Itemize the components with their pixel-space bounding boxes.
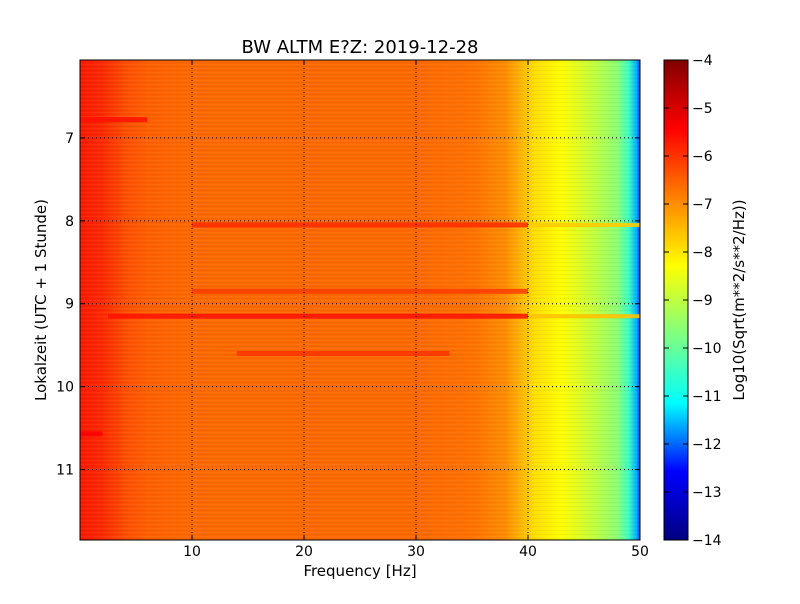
colorbar-tick-label: −8 — [692, 245, 713, 261]
plot-frame — [79, 59, 641, 541]
y-tick-label: 9 — [65, 297, 74, 313]
colorbar-tick-label: −14 — [692, 533, 722, 549]
colorbar-tick-label: −7 — [692, 197, 713, 213]
colorbar-ticks: −4 −5 −6 −7 −8 −9 −10 −11 −12 −13 −14 — [664, 53, 722, 549]
chart-title: BW ALTM E?Z: 2019-12-28 — [242, 37, 479, 58]
y-tick-label: 11 — [56, 463, 74, 479]
colorbar-tick-label: −5 — [692, 101, 713, 117]
colorbar-tick-label: −9 — [692, 293, 713, 309]
spectral-band-3 — [192, 288, 528, 294]
colorbar-tick-label: −12 — [692, 437, 722, 453]
colorbar-tick-label: −10 — [692, 341, 722, 357]
x-axis-label: Frequency [Hz] — [303, 562, 416, 580]
plot-area — [80, 60, 640, 540]
colorbar-tick-label: −13 — [692, 485, 722, 501]
colorbar-tick-label: −6 — [692, 149, 713, 165]
x-tick-label: 40 — [519, 544, 537, 560]
spectral-band-1 — [192, 222, 528, 228]
x-axis-ticks: 10 20 30 40 50 — [183, 60, 649, 560]
x-tick-label: 30 — [407, 544, 425, 560]
spectral-band-tail-1 — [528, 222, 640, 227]
spectral-band-2 — [236, 350, 450, 356]
spectral-band-5 — [80, 431, 103, 437]
x-tick-label: 20 — [295, 544, 313, 560]
colorbar-tick-label: −4 — [692, 53, 713, 69]
y-tick-label: 10 — [56, 380, 74, 396]
colorbar-label: Log10(Sqrt(m**2/s**2/Hz)) — [730, 199, 748, 400]
spectral-bands — [80, 117, 640, 437]
grid-lines — [80, 60, 640, 540]
y-axis-ticks: 7 8 9 10 11 — [56, 131, 640, 479]
x-tick-label: 50 — [631, 544, 649, 560]
spectral-band-4 — [80, 117, 148, 123]
colorbar-tick-label: −11 — [692, 389, 722, 405]
spectrogram-texture — [80, 60, 640, 540]
colorbar: −4 −5 −6 −7 −8 −9 −10 −11 −12 −13 −14 Log10(Sqrt(m… — [663, 53, 748, 549]
y-tick-label: 7 — [65, 131, 74, 147]
spectral-band-0 — [108, 313, 528, 319]
y-axis-label: Lokalzeit (UTC + 1 Stunde) — [32, 199, 50, 401]
x-tick-label: 10 — [183, 544, 201, 560]
y-tick-label: 8 — [65, 214, 74, 230]
spectral-band-tail-0 — [528, 314, 640, 319]
